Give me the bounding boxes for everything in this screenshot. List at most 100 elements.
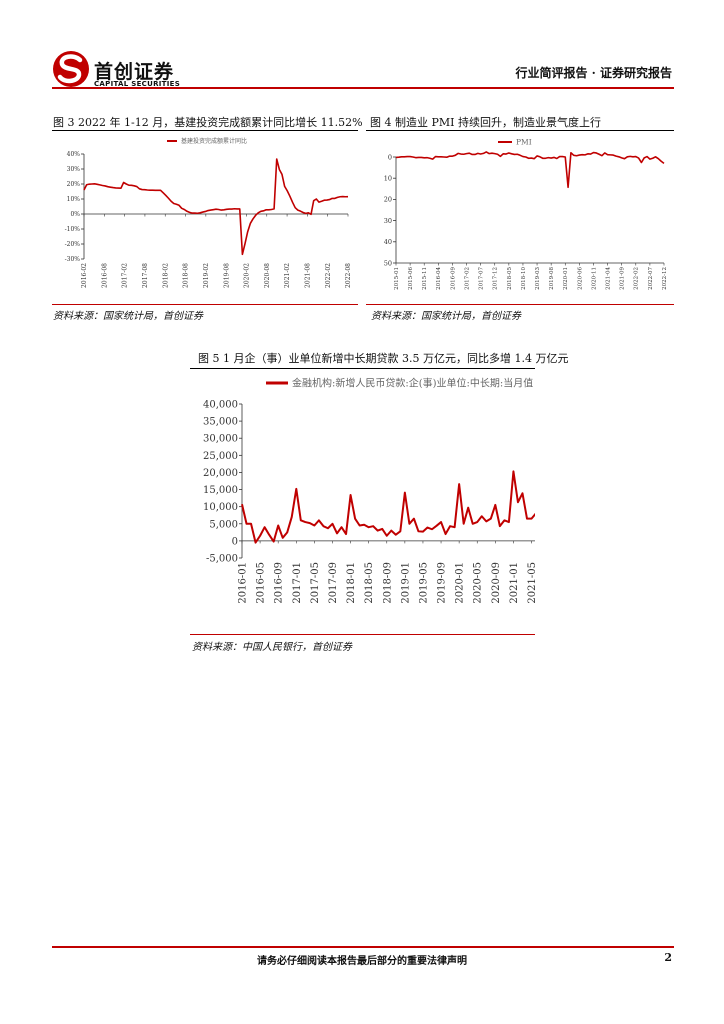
x-tick-label: 2018-08 [183,263,190,288]
figure-3-bottom-rule [52,304,358,305]
y-tick-label: 5,000 [209,519,238,530]
x-tick-label: 2022-02 [325,263,332,288]
x-tick-label: 2022-12 [662,267,668,290]
x-tick-label: 2021-09 [620,267,626,290]
x-tick-label: 2016-05 [256,562,267,604]
company-name: 首创证券 [94,61,175,83]
header-rule [52,87,674,89]
legend-label: 金融机构:新增人民币贷款:企(事)业单位:中长期:当月值 [292,377,533,390]
x-tick-label: 2020-01 [455,562,466,604]
x-tick-label: 2020-01 [563,267,569,290]
figure-5-chart: 金融机构:新增人民币贷款:企(事)业单位:中长期:当月值 40,000 35,000… [203,377,535,604]
x-tick-label: 2017-02 [122,263,129,288]
footer-rule [52,946,674,948]
x-tick-label: 2020-08 [264,263,271,288]
company-name-en: CAPITAL SECURITIES [94,80,181,88]
footer-disclaimer: 请务必仔细阅读本报告最后部分的重要法律声明 [257,956,467,967]
x-tick-label: 2019-08 [223,263,230,288]
figure-5-bottom-rule [190,634,535,635]
x-tick-label: 2018-05 [364,562,375,604]
x-tick-label: 2019-05 [418,562,429,604]
x-tick-label: 2021-01 [509,562,520,604]
x-tick-label: 2021-02 [284,263,291,288]
x-tick-label: 2017-12 [493,267,499,290]
y-tick-label: 20% [67,181,81,188]
x-tick-label: 2022-02 [634,267,640,290]
company-logo-icon [53,51,89,87]
y-tick-label: 40,000 [203,400,238,411]
x-tick-label: 2016-01 [238,562,249,604]
x-tick-label: 2019-03 [535,267,541,290]
report-type: 行业简评报告 · 证券研究报告 [515,66,672,80]
figure-3-source: 资料来源：国家统计局，首创证券 [53,311,203,322]
x-tick-label: 2017-02 [464,267,470,290]
x-tick-label: 2015-06 [408,267,414,290]
figure-4-bottom-rule [366,304,674,305]
page-header: 首创证券 CAPITAL SECURITIES 行业简评报告 · 证券研究报告 [0,0,724,90]
y-tick-label: 10,000 [203,502,238,513]
x-tick-label: 2019-02 [203,263,210,288]
x-tick-label: 2017-07 [479,267,485,290]
y-tick-label: 15,000 [203,485,238,496]
x-tick-label: 2015-01 [394,267,400,290]
x-tick-label: 2016-04 [436,267,442,290]
x-tick-label: 2022-08 [345,263,352,288]
x-tick-label: 2021-08 [304,263,311,288]
x-tick-label: 2018-01 [346,562,357,604]
series-line [395,151,665,189]
y-tick-label: 50 [384,259,392,267]
x-tick-label: 2015-11 [422,267,428,290]
x-tick-label: 2016-09 [274,562,285,604]
figure-5-top-rule [190,368,535,369]
x-tick-label: 2019-08 [549,267,555,290]
y-tick-label: 0% [70,211,80,218]
series-line [241,470,535,544]
y-tick-label: 30 [384,217,392,225]
x-tick-label: 2021-05 [527,562,535,604]
x-tick-label: 2018-10 [521,267,527,290]
y-tick-label: 20 [384,196,392,204]
y-tick-label: 35,000 [203,417,238,428]
y-tick-label: 30% [67,166,81,173]
series-line [83,158,349,256]
legend-label: PMI [516,138,532,147]
y-tick-label: 30,000 [203,434,238,445]
y-tick-label: 20,000 [203,468,238,479]
y-tick-label: 40 [384,238,392,246]
x-tick-label: 2017-05 [310,562,321,604]
x-tick-label: 2017-01 [292,562,303,604]
legend-label: 基建投资完成额累计同比 [181,137,247,145]
page-number: 2 [664,951,672,964]
x-tick-label: 2017-08 [142,263,149,288]
x-tick-label: 2020-11 [591,267,597,290]
x-tick-label: 2016-02 [81,263,88,288]
x-tick-label: 2018-09 [382,562,393,604]
x-tick-label: 2020-02 [244,263,251,288]
x-tick-label: 2018-05 [507,267,513,290]
figure-3-chart: 基建投资完成额累计同比40%30%20%10%0%-10%-20%-30%201… [65,137,352,288]
x-tick-label: 2016-09 [450,267,456,290]
x-tick-label: 2020-05 [473,562,484,604]
y-tick-label: 10 [384,174,392,182]
y-tick-label: 0 [388,153,392,161]
figure-3-title: 图 3 2022 年 1-12 月，基建投资完成额累计同比增长 11.52% [53,116,363,129]
y-tick-label: -10% [65,226,81,233]
x-tick-label: 2022-07 [648,267,654,290]
x-tick-label: 2020-06 [577,267,583,290]
y-tick-label: -5,000 [206,554,238,565]
figure-5-title: 图 5 1 月企（事）业单位新增中长期贷款 3.5 万亿元，同比多增 1.4 万… [198,352,569,365]
x-tick-label: 2019-01 [400,562,411,604]
figure-4-source: 资料来源：国家统计局，首创证券 [371,311,521,322]
x-tick-label: 2017-09 [328,562,339,604]
y-tick-label: -30% [65,256,81,263]
y-tick-label: 40% [67,151,81,158]
y-tick-label: 10% [67,196,81,203]
x-tick-label: 2021-04 [606,267,612,290]
y-tick-label: -20% [65,241,81,248]
figure-3-top-rule [52,130,358,131]
x-tick-label: 2019-09 [437,562,448,604]
y-tick-label: 25,000 [203,451,238,462]
figure-4-title: 图 4 制造业 PMI 持续回升，制造业景气度上行 [370,116,601,129]
x-tick-label: 2020-09 [491,562,502,604]
